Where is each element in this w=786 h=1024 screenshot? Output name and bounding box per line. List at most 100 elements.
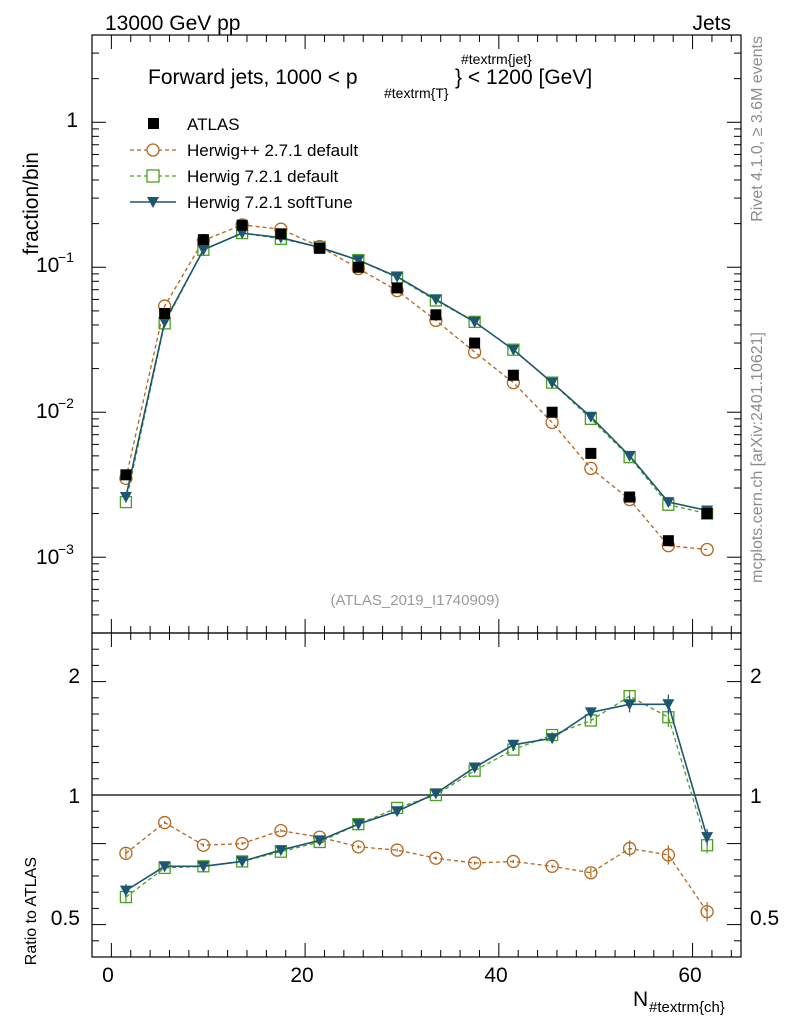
ratio-point-herwig-2-7-1-default xyxy=(157,815,172,830)
ratio-y-tick-2-right: 2 xyxy=(750,665,762,688)
data-point-atlas xyxy=(275,228,287,240)
data-point-atlas xyxy=(546,406,558,418)
data-point-herwig-7-2-1-softtune xyxy=(584,411,597,423)
svg-text:ATLAS: ATLAS xyxy=(187,115,240,134)
svg-text:#textrm{ch}: #textrm{ch} xyxy=(649,999,725,1016)
ratio-point-herwig-7-2-1-softtune xyxy=(507,739,520,751)
ratio-point-herwig-7-2-1-softtune xyxy=(623,699,636,711)
data-point-atlas xyxy=(120,469,132,481)
ratio-point-herwig-2-7-1-default xyxy=(661,848,676,862)
svg-text:} < 1200 [GeV]: } < 1200 [GeV] xyxy=(455,66,592,89)
ratio-point-herwig-2-7-1-default xyxy=(351,840,366,854)
data-point-herwig-7-2-1-softtune xyxy=(507,344,520,356)
data-point-herwig-7-2-1-softtune xyxy=(352,255,365,267)
header-collision-label: 13000 GeV pp xyxy=(105,12,240,35)
legend-item-herwigpp: Herwig++ 2.7.1 default xyxy=(130,141,358,160)
ratio-point-herwig-2-7-1-default xyxy=(545,859,559,873)
data-point-herwig-7-2-1-softtune xyxy=(623,450,636,462)
ratio-point-herwig-7-2-1-softtune xyxy=(158,861,171,873)
ratio-y-tick-0.5-right: 0.5 xyxy=(750,907,779,930)
side-label-mcplots: mcplots.cern.ch [arXiv:2401.10621] xyxy=(749,332,766,583)
ratio-point-herwig-2-7-1-default xyxy=(119,846,133,860)
data-point-atlas xyxy=(197,234,209,246)
svg-text:#textrm{jet}: #textrm{jet} xyxy=(461,51,532,67)
data-point-herwig-7-2-1-softtune xyxy=(468,316,481,328)
data-point-atlas xyxy=(507,369,519,381)
ratio-y-tick-1-right: 1 xyxy=(750,785,762,808)
ratio-point-herwig-7-2-1-softtune xyxy=(391,806,404,818)
ratio-point-herwig-2-7-1-default xyxy=(196,838,211,852)
ratio-point-herwig-2-7-1-default xyxy=(429,851,443,865)
ratio-point-herwig-2-7-1-default xyxy=(274,823,288,838)
x-tick-60: 60 xyxy=(678,964,701,987)
svg-text:−2: −2 xyxy=(58,395,74,411)
ratio-point-herwig-2-7-1-default xyxy=(506,854,521,869)
svg-text:#textrm{T}: #textrm{T} xyxy=(384,85,449,101)
x-axis-label: N #textrm{ch} xyxy=(633,988,725,1016)
svg-text:10: 10 xyxy=(36,254,59,277)
svg-text:Herwig++ 2.7.1 default: Herwig++ 2.7.1 default xyxy=(187,141,358,160)
legend-item-herwig7-softtune: Herwig 7.2.1 softTune xyxy=(130,193,353,212)
y-tick-label-1: 1 xyxy=(66,109,78,132)
data-point-herwig-7-2-1-softtune xyxy=(236,228,249,240)
y-tick-label-1e-3: 10 −3 xyxy=(36,541,74,569)
data-point-atlas xyxy=(624,491,636,503)
svg-text:10: 10 xyxy=(36,400,59,423)
ratio-point-herwig-2-7-1-default xyxy=(235,836,249,851)
ratio-point-herwig-7-2-1-softtune xyxy=(313,835,326,847)
ratio-point-herwig-7-2-1-softtune xyxy=(468,762,481,774)
svg-text:N: N xyxy=(633,988,648,1011)
ratio-point-herwig-7-2-1-softtune xyxy=(197,861,210,873)
data-point-herwig-7-2-1-softtune xyxy=(119,492,132,504)
x-tick-40: 40 xyxy=(484,964,507,987)
main-y-axis-label: fraction/bin xyxy=(20,152,43,255)
ratio-point-herwig-7-2-1-softtune xyxy=(546,733,559,745)
data-point-atlas xyxy=(391,282,403,294)
svg-text:Herwig 7.2.1 default: Herwig 7.2.1 default xyxy=(187,167,338,186)
svg-text:Forward jets, 1000 < p: Forward jets, 1000 < p xyxy=(148,66,358,89)
y-tick-label-1e-2: 10 −2 xyxy=(36,395,74,423)
ratio-point-herwig-7-2-1-softtune xyxy=(584,707,597,719)
svg-text:−1: −1 xyxy=(58,249,74,265)
ratio-axis-ticks xyxy=(92,633,741,957)
data-point-herwig-7-2-1-softtune xyxy=(662,497,675,509)
data-point-atlas xyxy=(701,508,713,520)
analysis-id-watermark: (ATLAS_2019_I1740909) xyxy=(330,592,499,609)
data-point-atlas xyxy=(236,219,248,231)
data-point-atlas xyxy=(314,242,326,254)
ratio-point-herwig-2-7-1-default xyxy=(700,904,714,919)
data-point-herwig-2-7-1-default xyxy=(584,461,598,476)
ratio-point-herwig-7-2-1-softtune xyxy=(662,699,675,711)
ratio-line-herwig-7-2-1-softtune xyxy=(125,703,708,892)
data-point-atlas xyxy=(585,447,597,459)
side-label-rivet: Rivet 4.1.0, ≥ 3.6M events xyxy=(749,36,766,222)
ratio-point-herwig-7-2-1-softtune xyxy=(352,819,365,831)
svg-text:10: 10 xyxy=(36,546,59,569)
series-line-herwig-7-2-1-softtune xyxy=(125,232,708,512)
data-point-herwig-7-2-1-softtune xyxy=(391,271,404,283)
ratio-line-herwig-7-2-1-default xyxy=(125,695,708,898)
data-point-herwig-7-2-1-softtune xyxy=(429,294,442,306)
y-tick-label-1e-1: 10 −1 xyxy=(36,249,74,277)
ratio-point-herwig-7-2-1-softtune xyxy=(429,788,442,800)
ratio-point-herwig-7-2-1-softtune xyxy=(274,845,287,857)
chart-title: Forward jets, 1000 < p #textrm{T} #textr… xyxy=(148,51,592,101)
ratio-point-herwig-2-7-1-default xyxy=(467,856,482,870)
ratio-point-herwig-7-2-1-softtune xyxy=(119,885,132,897)
data-point-herwig-7-2-1-softtune xyxy=(197,244,210,256)
ratio-point-herwig-2-7-1-default xyxy=(584,866,598,880)
ratio-point-herwig-2-7-1-default xyxy=(622,841,637,856)
main-axis-ticks xyxy=(92,34,741,634)
main-series-group xyxy=(119,218,714,557)
legend: ATLAS Herwig++ 2.7.1 default Herwig 7.2.… xyxy=(130,115,358,212)
svg-text:Herwig 7.2.1 softTune: Herwig 7.2.1 softTune xyxy=(187,193,353,212)
ratio-point-herwig-7-2-1-softtune xyxy=(701,832,714,844)
svg-text:−3: −3 xyxy=(58,541,74,557)
data-point-herwig-2-7-1-default xyxy=(700,542,714,557)
ratio-y-tick-0.5: 0.5 xyxy=(51,907,80,930)
x-tick-20: 20 xyxy=(290,964,313,987)
series-line-herwig-7-2-1-default xyxy=(125,232,708,515)
header-category-label: Jets xyxy=(692,12,731,35)
ratio-y-tick-1: 1 xyxy=(68,785,80,808)
